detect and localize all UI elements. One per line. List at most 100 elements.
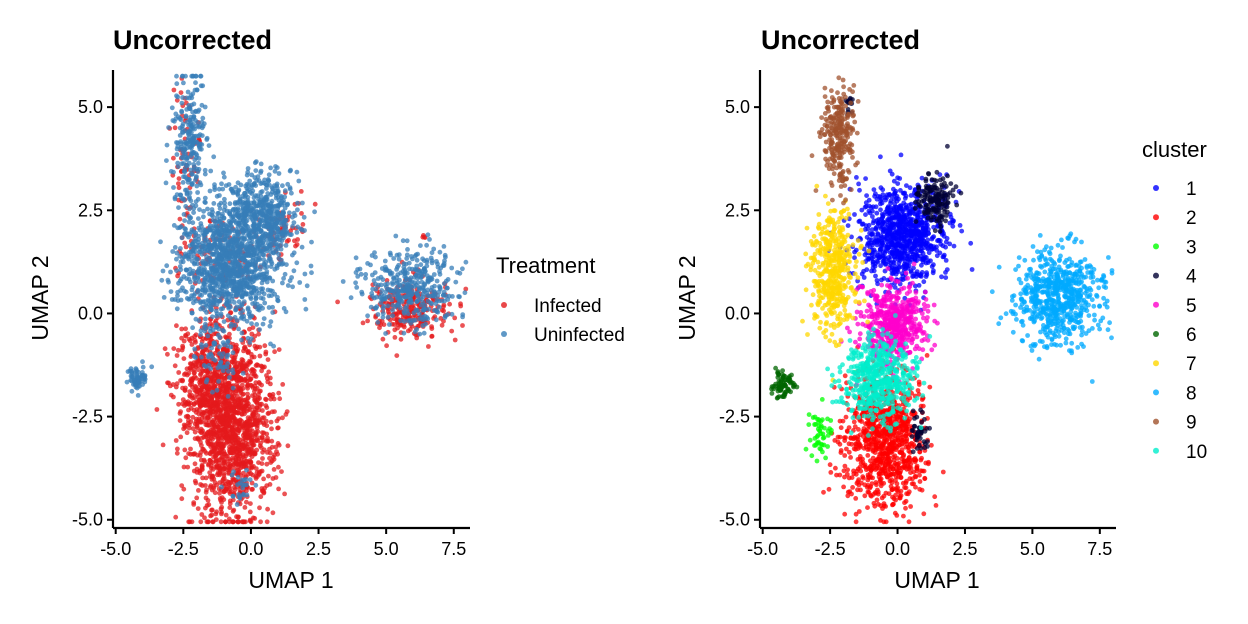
data-point	[260, 296, 266, 302]
data-point	[907, 185, 913, 191]
data-point	[442, 315, 448, 320]
x-tick-label: 2.5	[306, 539, 331, 559]
data-point	[283, 243, 289, 248]
data-point	[458, 301, 463, 307]
data-point	[257, 222, 263, 228]
data-point	[271, 467, 277, 472]
data-point	[294, 260, 300, 266]
data-point	[178, 90, 184, 95]
data-point	[190, 73, 196, 79]
data-point	[216, 202, 222, 208]
data-point	[409, 284, 415, 290]
data-point	[170, 249, 176, 254]
data-point	[212, 357, 218, 363]
data-point	[235, 519, 241, 525]
data-point	[233, 293, 239, 298]
data-point	[259, 461, 265, 466]
data-point	[373, 286, 379, 292]
data-point	[414, 257, 420, 263]
data-point	[179, 496, 185, 502]
data-point	[335, 299, 340, 305]
data-point	[438, 316, 444, 321]
data-point	[192, 429, 198, 435]
data-point	[223, 436, 229, 442]
data-point	[256, 255, 262, 261]
data-point	[239, 337, 244, 343]
data-point	[254, 399, 260, 405]
data-point	[212, 294, 217, 300]
data-point	[421, 307, 427, 313]
data-point	[162, 346, 168, 352]
data-point	[177, 216, 183, 222]
data-point	[268, 264, 274, 269]
data-point	[236, 378, 242, 384]
data-point	[208, 243, 214, 249]
data-point	[202, 236, 207, 242]
data-point	[253, 232, 259, 237]
data-point	[180, 196, 186, 202]
y-tick-label: 2.5	[78, 200, 103, 220]
data-point	[253, 476, 259, 481]
data-point	[194, 87, 200, 93]
data-point	[268, 192, 274, 197]
data-point	[418, 243, 423, 249]
data-point	[263, 195, 268, 200]
data-point	[175, 446, 180, 452]
data-point	[413, 252, 419, 258]
data-point	[171, 394, 176, 400]
data-point	[390, 313, 395, 318]
data-point	[230, 508, 236, 514]
data-point	[245, 305, 251, 311]
data-point	[300, 200, 305, 206]
data-point	[248, 423, 254, 429]
data-point	[175, 94, 181, 100]
data-point	[253, 168, 259, 174]
data-point	[285, 283, 291, 288]
data-point	[266, 473, 271, 479]
data-point	[258, 286, 264, 292]
data-point	[355, 267, 360, 272]
data-point	[375, 320, 381, 325]
data-point	[181, 464, 187, 470]
data-point	[244, 280, 249, 286]
data-point	[188, 405, 194, 411]
data-point	[245, 198, 251, 204]
data-point	[219, 500, 224, 505]
data-point	[202, 307, 208, 313]
data-point	[228, 315, 234, 321]
data-point	[218, 441, 224, 447]
data-point	[163, 180, 169, 186]
data-point	[292, 213, 298, 219]
data-point	[185, 464, 191, 470]
data-point	[275, 297, 280, 303]
data-point	[263, 418, 269, 424]
data-point	[174, 353, 180, 358]
data-point	[276, 347, 282, 352]
data-point	[242, 208, 248, 214]
data-point	[182, 147, 187, 153]
data-point	[299, 244, 305, 250]
data-point	[241, 275, 247, 281]
data-point	[182, 174, 188, 180]
data-point	[234, 227, 239, 233]
data-point	[184, 190, 190, 196]
data-point	[217, 351, 222, 356]
data-point	[251, 450, 257, 456]
data-point	[240, 519, 246, 525]
data-point	[164, 158, 169, 164]
data-point	[354, 285, 360, 290]
data-point	[191, 502, 197, 507]
data-point	[457, 294, 462, 300]
data-point	[427, 237, 432, 242]
data-point	[223, 512, 229, 518]
data-point	[392, 292, 397, 298]
data-point	[404, 252, 410, 258]
data-point	[238, 310, 243, 316]
data-point	[259, 189, 265, 194]
data-point	[208, 277, 214, 283]
data-point	[171, 87, 177, 93]
data-point	[188, 153, 194, 159]
data-point	[415, 280, 421, 286]
data-point	[226, 480, 231, 485]
data-point	[287, 210, 292, 216]
